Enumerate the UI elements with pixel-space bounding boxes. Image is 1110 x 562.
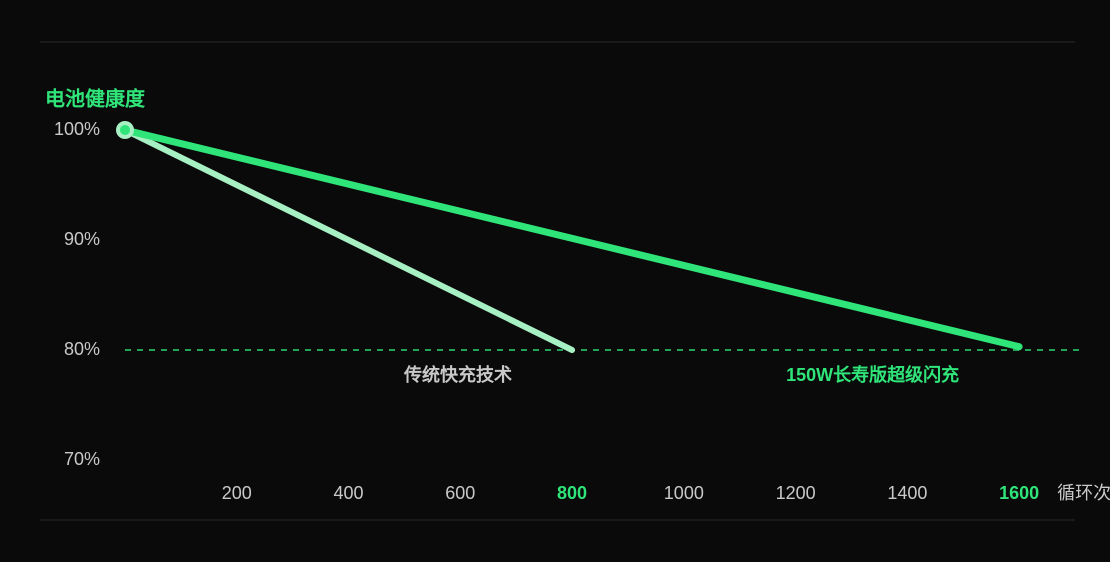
chart-bg (0, 0, 1110, 562)
x-tick-label: 200 (222, 483, 252, 503)
series-label-traditional: 传统快充技术 (403, 364, 512, 385)
x-tick-label: 600 (445, 483, 475, 503)
x-axis-title: 循环次数 (1057, 483, 1110, 503)
x-tick-label: 1400 (887, 483, 927, 503)
battery-health-chart: 电池健康度 100% 90% 80% 70% 传统快充技术 150W长寿版超级闪充 200 40… (0, 0, 1110, 562)
x-tick-label: 400 (334, 483, 364, 503)
y-axis-title: 电池健康度 (45, 86, 146, 110)
y-tick-label: 100% (54, 119, 100, 139)
x-tick-label: 1000 (664, 483, 704, 503)
y-tick-label: 70% (64, 449, 100, 469)
y-tick-label: 80% (64, 339, 100, 359)
series-label-supervooc: 150W长寿版超级闪充 (786, 364, 959, 385)
x-tick-label: 1200 (776, 483, 816, 503)
chart-svg: 电池健康度 100% 90% 80% 70% 传统快充技术 150W长寿版超级闪充 200 40… (0, 0, 1110, 562)
start-marker-dot (120, 125, 130, 135)
y-tick-label: 90% (64, 229, 100, 249)
x-tick-label: 1600 (999, 483, 1039, 503)
x-tick-label: 800 (557, 483, 587, 503)
